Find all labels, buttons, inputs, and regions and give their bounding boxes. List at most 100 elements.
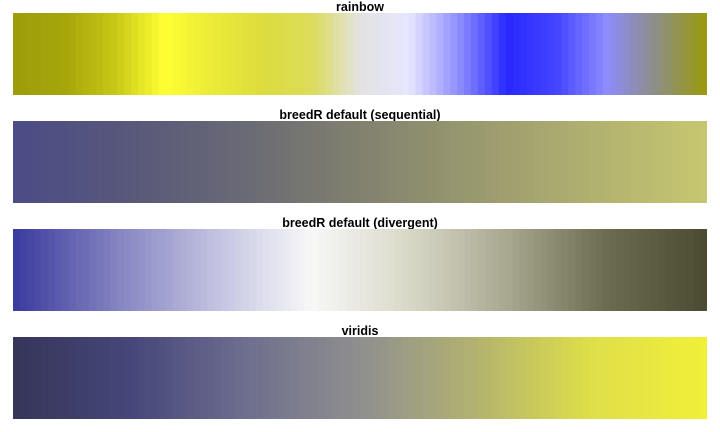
color-stripe: [665, 229, 673, 311]
color-stripe: [75, 13, 83, 95]
color-stripe: [401, 229, 410, 311]
color-stripe: [144, 229, 153, 311]
color-stripe: [533, 13, 542, 95]
color-stripe: [179, 229, 188, 311]
color-stripe: [68, 13, 77, 95]
color-stripe: [408, 229, 417, 311]
color-stripe: [158, 121, 167, 203]
color-stripe: [283, 13, 292, 95]
color-stripe: [172, 229, 181, 311]
color-stripe: [332, 13, 340, 95]
color-stripe: [158, 229, 167, 311]
color-stripe: [575, 337, 583, 419]
color-stripe: [137, 229, 146, 311]
color-stripe: [179, 121, 188, 203]
color-stripe: [255, 121, 264, 203]
color-stripe: [554, 337, 562, 419]
color-stripe: [13, 337, 21, 419]
color-stripe: [422, 337, 430, 419]
color-stripe: [311, 229, 319, 311]
color-stripe: [575, 13, 583, 95]
color-stripe: [346, 337, 354, 419]
color-stripe: [117, 121, 125, 203]
color-stripe: [484, 13, 493, 95]
color-stripe: [401, 121, 410, 203]
color-stripe: [137, 13, 146, 95]
color-stripe: [540, 13, 548, 95]
color-stripe: [346, 13, 354, 95]
color-stripe: [679, 13, 687, 95]
color-stripe: [318, 121, 326, 203]
color-stripe: [602, 337, 611, 419]
color-stripe: [526, 121, 535, 203]
color-stripe: [353, 229, 361, 311]
color-stripe: [443, 229, 451, 311]
color-stripe: [47, 13, 56, 95]
color-stripe: [255, 229, 264, 311]
color-stripe: [339, 121, 347, 203]
color-stripe: [193, 337, 201, 419]
color-stripe: [276, 337, 285, 419]
color-stripe: [408, 337, 417, 419]
color-stripe: [235, 229, 243, 311]
color-stripe: [82, 337, 90, 419]
color-stripe: [221, 337, 229, 419]
color-stripe: [512, 229, 521, 311]
color-stripe: [422, 13, 430, 95]
color-stripe: [651, 337, 660, 419]
color-stripe: [477, 13, 486, 95]
color-stripe: [589, 337, 597, 419]
color-stripe: [540, 121, 548, 203]
color-stripe: [464, 229, 472, 311]
color-stripe: [595, 121, 604, 203]
color-stripe: [54, 13, 63, 95]
palette-svg: [13, 337, 707, 419]
color-stripe: [360, 13, 368, 95]
color-stripe: [582, 229, 590, 311]
color-stripe: [623, 13, 632, 95]
color-stripe: [693, 121, 701, 203]
color-stripe: [700, 229, 707, 311]
color-stripe: [498, 337, 507, 419]
color-stripe: [40, 13, 49, 95]
color-stripe: [130, 13, 139, 95]
color-stripe: [512, 13, 521, 95]
color-stripe: [117, 337, 125, 419]
color-stripe: [651, 229, 660, 311]
color-stripe: [186, 229, 195, 311]
color-stripe: [19, 229, 28, 311]
color-stripe: [13, 13, 21, 95]
color-stripe: [394, 13, 403, 95]
color-stripe: [471, 229, 479, 311]
color-stripe: [609, 229, 618, 311]
color-stripe: [526, 337, 535, 419]
color-stripe: [464, 121, 472, 203]
color-stripe: [672, 13, 680, 95]
color-stripe: [484, 229, 493, 311]
color-stripe: [276, 121, 285, 203]
color-stripe: [117, 13, 125, 95]
color-stripe: [533, 121, 542, 203]
color-stripe: [221, 121, 229, 203]
color-stripe: [332, 337, 340, 419]
color-stripe: [221, 229, 229, 311]
color-stripe: [40, 121, 49, 203]
color-stripe: [679, 229, 687, 311]
color-stripe: [644, 13, 653, 95]
color-stripe: [13, 121, 21, 203]
color-stripe: [353, 121, 361, 203]
color-stripe: [297, 13, 306, 95]
color-stripe: [672, 229, 680, 311]
color-stripe: [207, 229, 215, 311]
color-stripe: [61, 121, 70, 203]
color-stripe: [498, 13, 507, 95]
color-stripe: [297, 337, 306, 419]
color-stripe: [172, 337, 181, 419]
color-stripe: [82, 13, 90, 95]
color-stripe: [477, 121, 486, 203]
color-stripe: [429, 121, 437, 203]
color-stripe: [228, 13, 236, 95]
color-stripe: [228, 121, 236, 203]
color-stripe: [686, 121, 694, 203]
